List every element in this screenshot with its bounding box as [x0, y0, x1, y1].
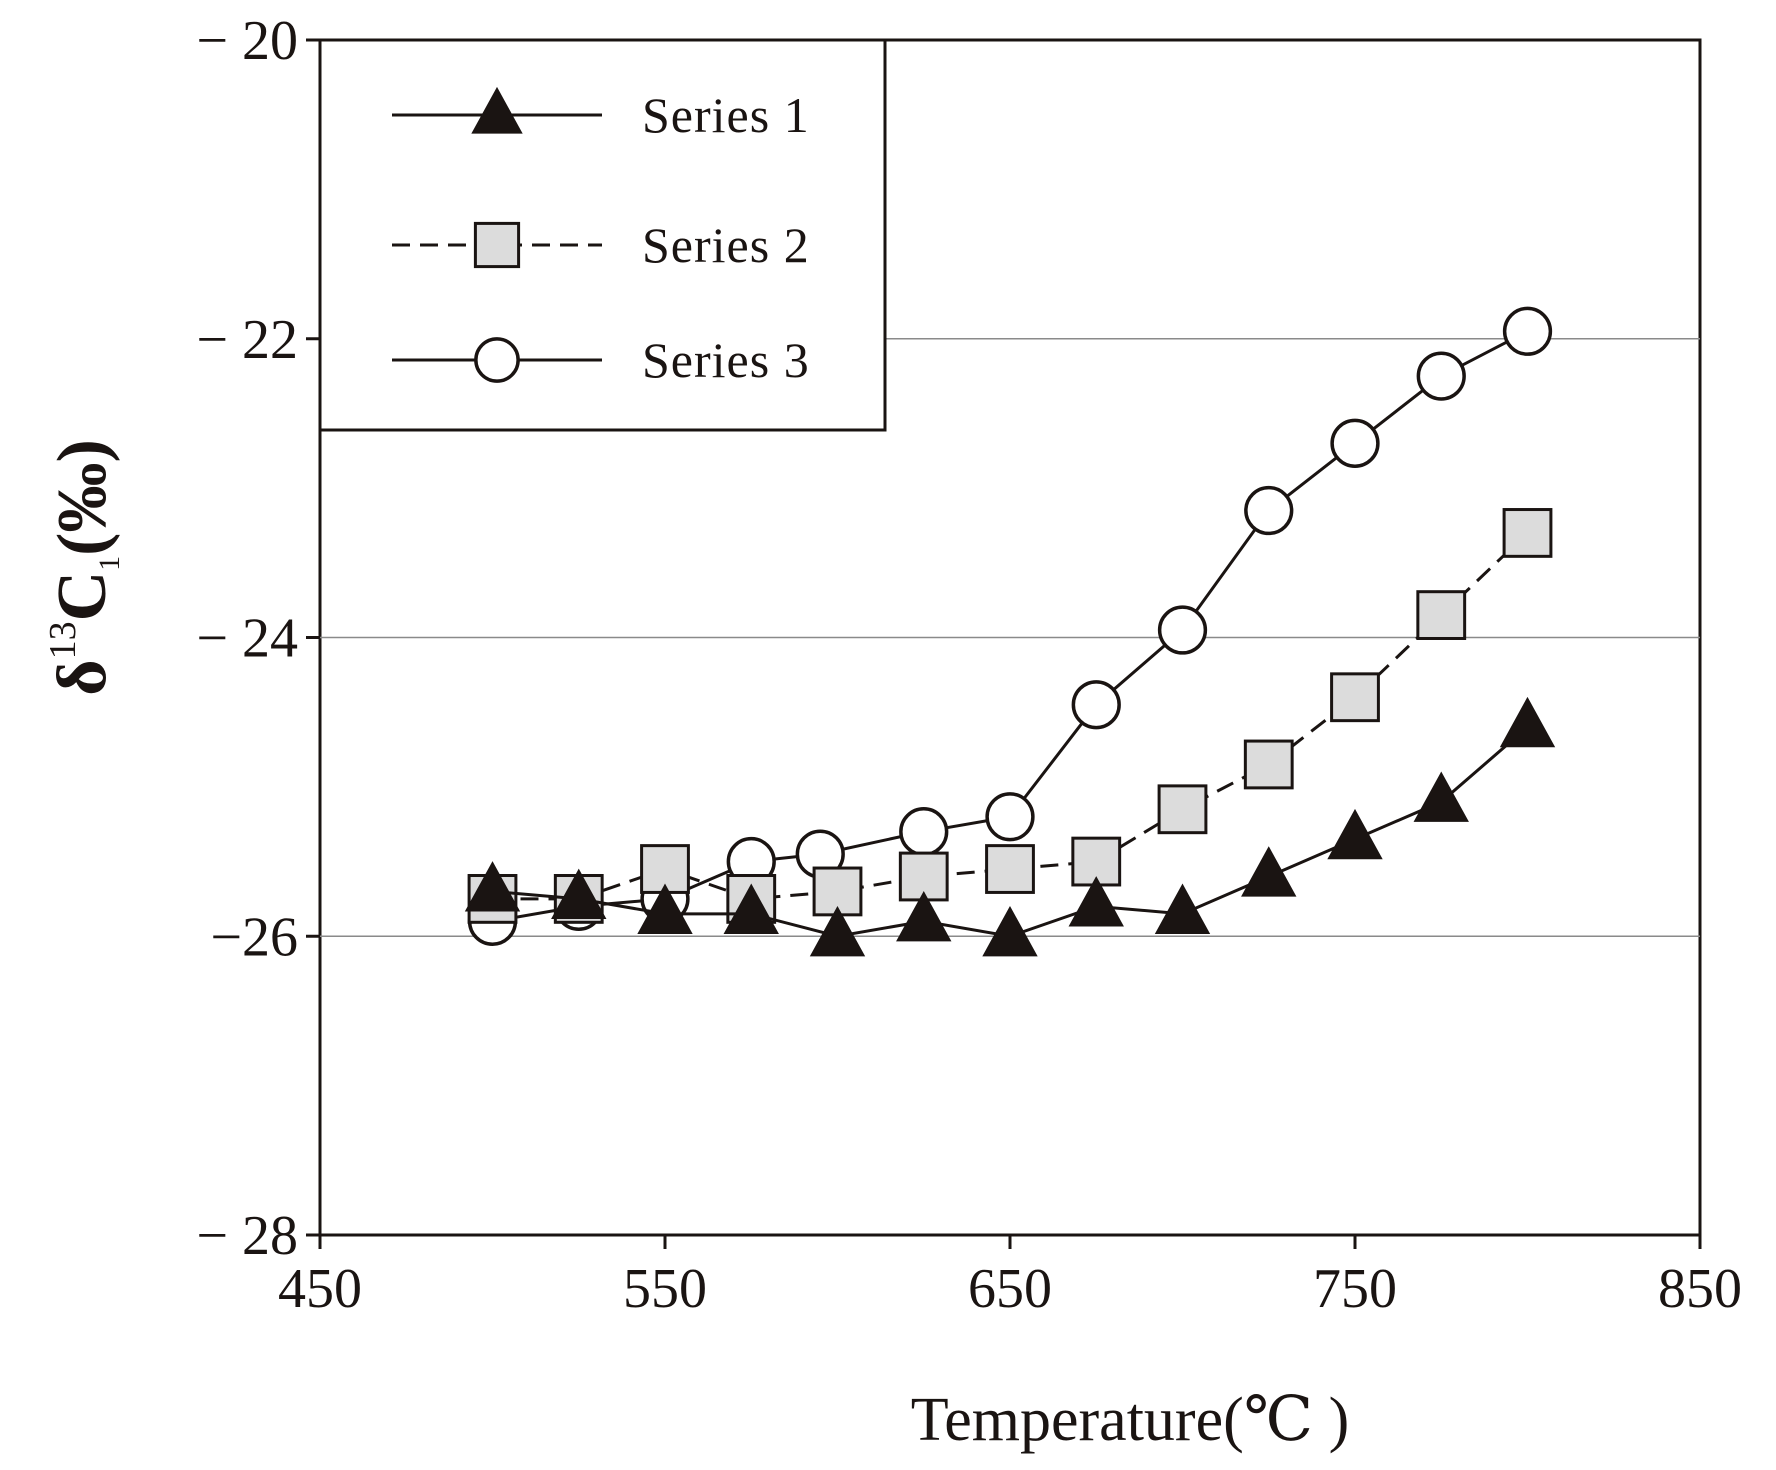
marker-triangle — [809, 905, 866, 957]
marker-circle — [985, 792, 1035, 842]
legend-label: Series 2 — [642, 217, 810, 273]
y-title-c: C — [44, 571, 121, 622]
marker-triangle — [982, 905, 1038, 957]
legend-item: Series 2 — [392, 217, 810, 273]
marker-square — [1416, 590, 1467, 640]
marker-square — [1243, 739, 1294, 790]
marker-triangle — [1499, 696, 1556, 748]
y-tick-label: − 24 — [196, 608, 298, 670]
marker-circle — [1502, 306, 1553, 356]
legend-box — [318, 38, 887, 432]
marker-square — [1157, 784, 1208, 835]
y-axis-title: δ13C1(‰) — [42, 439, 126, 696]
series-layer — [464, 306, 1556, 957]
marker-square — [473, 221, 521, 269]
legend-item: Series 3 — [392, 332, 810, 388]
y-title-sub: 1 — [93, 556, 126, 571]
marker-circle — [899, 807, 949, 857]
marker-square — [985, 844, 1035, 894]
marker-circle — [1157, 605, 1208, 655]
marker-triangle — [896, 891, 952, 942]
marker-triangle — [551, 868, 607, 920]
y-title-sup: 13 — [42, 621, 84, 659]
marker-square — [1502, 508, 1553, 558]
marker-triangle — [464, 861, 521, 912]
y-tick-label: − 20 — [196, 10, 298, 72]
marker-triangle — [1413, 771, 1469, 822]
x-tick-label: 750 — [1313, 1258, 1397, 1320]
marker-triangle — [471, 86, 523, 134]
x-axis-title: Temperature(℃ ) — [911, 1386, 1350, 1454]
x-tick-label: 450 — [278, 1258, 362, 1320]
marker-circle — [1071, 680, 1121, 730]
marker-circle — [1244, 485, 1294, 536]
y-tick-label: −26 — [210, 906, 298, 968]
legend-label: Series 1 — [642, 87, 810, 143]
legend-item: Series 1 — [392, 86, 810, 143]
legend-label: Series 3 — [642, 332, 810, 388]
marker-triangle — [1327, 808, 1383, 860]
x-tick-label: 550 — [623, 1258, 707, 1320]
series-2 — [467, 508, 1553, 924]
y-title-unit: (‰) — [44, 439, 121, 556]
marker-triangle — [1154, 883, 1211, 934]
svg-text:δ13C1(‰): δ13C1(‰) — [42, 439, 126, 696]
y-tick-label: − 28 — [196, 1205, 298, 1267]
marker-triangle — [637, 883, 693, 934]
marker-circle — [1330, 418, 1380, 468]
series-1 — [464, 696, 1556, 957]
marker-triangle — [1241, 846, 1297, 897]
marker-triangle — [723, 883, 779, 934]
x-tick-label: 650 — [968, 1258, 1052, 1320]
legend: Series 1 Series 2 Series 3 — [318, 38, 887, 432]
marker-circle — [474, 337, 520, 383]
y-title-delta: δ — [44, 659, 121, 695]
x-tick-label: 850 — [1658, 1258, 1742, 1320]
marker-circle — [1416, 351, 1466, 401]
marker-square — [1330, 672, 1380, 723]
y-tick-label: − 22 — [196, 309, 298, 371]
marker-triangle — [1068, 876, 1124, 927]
